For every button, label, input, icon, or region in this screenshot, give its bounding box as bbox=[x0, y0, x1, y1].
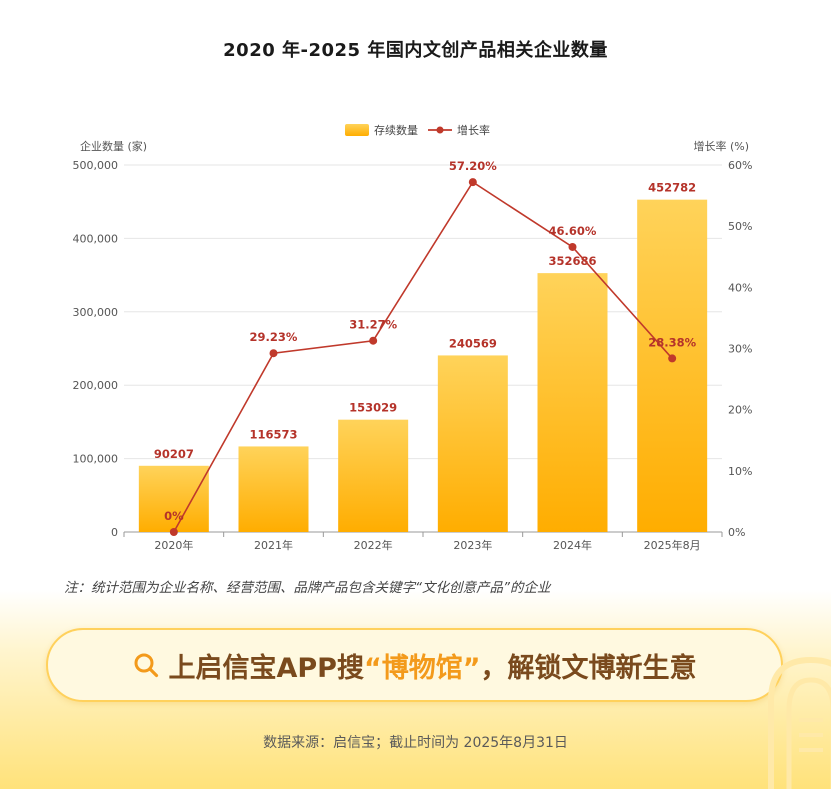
left-tick-label: 0 bbox=[111, 526, 118, 539]
left-tick-label: 200,000 bbox=[73, 379, 119, 392]
growth-rate-label: 29.23% bbox=[250, 330, 298, 344]
right-axis-title: 增长率 (%) bbox=[693, 139, 749, 153]
growth-rate-label: 0% bbox=[164, 509, 184, 523]
left-tick-label: 300,000 bbox=[73, 306, 119, 319]
left-axis-title: 企业数量 (家) bbox=[80, 139, 147, 153]
legend-bar-label: 存续数量 bbox=[374, 123, 418, 137]
data-source: 数据来源：启信宝；截止时间为 2025年8月31日 bbox=[263, 735, 568, 751]
growth-rate-point bbox=[269, 349, 278, 358]
x-tick-label: 2020年 bbox=[154, 538, 193, 552]
bar-value-label: 116573 bbox=[249, 427, 297, 441]
chart-title: 2020 年-2025 年国内文创产品相关企业数量 bbox=[223, 40, 608, 61]
x-tick-label: 2021年 bbox=[254, 538, 293, 552]
growth-rate-point bbox=[468, 178, 477, 187]
bar-value-label: 153029 bbox=[349, 401, 397, 415]
promo-banner[interactable]: 上启信宝APP搜“博物馆”，解锁文博新生意 bbox=[46, 628, 783, 702]
search-icon bbox=[134, 653, 158, 678]
right-tick-label: 60% bbox=[728, 159, 752, 172]
bar-value-label: 352686 bbox=[548, 254, 596, 268]
growth-rate-label: 57.20% bbox=[449, 159, 497, 173]
left-tick-label: 500,000 bbox=[73, 159, 119, 172]
x-tick-label: 2025年8月 bbox=[644, 538, 701, 552]
watermark-seal bbox=[768, 656, 831, 789]
right-tick-label: 40% bbox=[728, 281, 752, 294]
left-tick-label: 400,000 bbox=[73, 232, 119, 245]
legend-line-label: 增长率 bbox=[457, 123, 490, 137]
x-tick-label: 2023年 bbox=[453, 538, 492, 552]
legend-bar-swatch bbox=[345, 124, 369, 136]
growth-rate-label: 28.38% bbox=[648, 335, 696, 349]
footnote: 注：统计范围为企业名称、经营范围、品牌产品包含关键字“文化创意产品”的企业 bbox=[64, 580, 551, 596]
legend-line-marker bbox=[436, 126, 444, 134]
growth-rate-point bbox=[568, 242, 577, 251]
bar bbox=[238, 446, 309, 532]
growth-rate-point bbox=[369, 336, 378, 345]
bar-value-label: 452782 bbox=[648, 181, 696, 195]
growth-rate-label: 46.60% bbox=[549, 224, 597, 238]
right-tick-label: 0% bbox=[728, 526, 745, 539]
promo-highlight: “博物馆” bbox=[363, 652, 481, 684]
bar-value-label: 240569 bbox=[449, 336, 497, 350]
promo-text-part2: ，解锁文博新生意 bbox=[480, 652, 697, 684]
bar-value-label: 90207 bbox=[154, 447, 194, 461]
bar bbox=[338, 419, 409, 532]
promo-text-part1: 上启信宝APP搜 bbox=[168, 652, 364, 684]
growth-rate-line bbox=[173, 181, 673, 533]
left-tick-label: 100,000 bbox=[73, 453, 119, 466]
bar bbox=[138, 465, 209, 532]
bar bbox=[537, 273, 608, 532]
x-tick-label: 2022年 bbox=[354, 538, 393, 552]
combo-chart: 0 100,000 200,000 300,000 400,000 500,000 0% 10… bbox=[73, 123, 753, 552]
right-tick-label: 20% bbox=[728, 404, 752, 417]
right-tick-label: 50% bbox=[728, 220, 752, 233]
growth-rate-point bbox=[169, 528, 178, 536]
growth-rate-label: 31.27% bbox=[349, 318, 397, 332]
bar bbox=[437, 355, 508, 532]
right-tick-label: 10% bbox=[728, 465, 752, 478]
promo-text: 上启信宝APP搜“博物馆”，解锁文博新生意 bbox=[169, 646, 697, 685]
bar bbox=[637, 199, 708, 532]
growth-rate-point bbox=[668, 354, 677, 363]
x-tick-label: 2024年 bbox=[553, 538, 592, 552]
right-tick-label: 30% bbox=[728, 343, 752, 356]
